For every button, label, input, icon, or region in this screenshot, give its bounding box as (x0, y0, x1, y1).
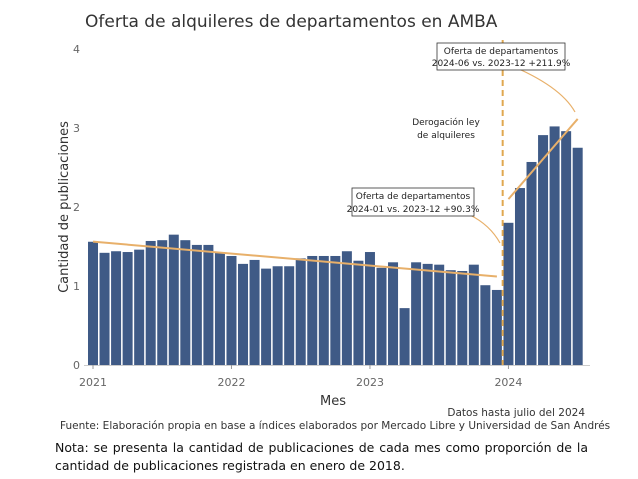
chart-title: Oferta de alquileres de departamentos en… (85, 12, 498, 32)
y-axis-label: Cantidad de publicaciones (57, 121, 72, 293)
bar (503, 222, 514, 365)
bar (295, 258, 306, 365)
x-tick-label: 2021 (79, 376, 107, 389)
bar (180, 240, 191, 365)
bar (134, 249, 145, 365)
note: Nota: se presenta la cantidad de publica… (55, 440, 588, 473)
bar (145, 240, 156, 365)
bar (330, 255, 341, 365)
annotation: Oferta de departamentos (356, 192, 471, 202)
bar (572, 147, 583, 365)
annotation: de alquileres (417, 131, 475, 141)
bar (514, 188, 525, 365)
bar (214, 252, 225, 365)
bar (468, 264, 479, 365)
data-note: Datos hasta julio del 2024 (447, 407, 585, 419)
annotation: Derogación ley (412, 117, 480, 128)
bar (249, 259, 260, 365)
annotation-box (351, 187, 475, 217)
bar (168, 234, 179, 365)
annotation: Oferta de departamentos (444, 47, 559, 57)
bar (157, 240, 168, 365)
bar (238, 263, 249, 365)
y-tick-label: 0 (73, 359, 80, 372)
annotation-box (436, 42, 566, 71)
bar (203, 244, 214, 365)
x-tick-label: 2023 (356, 376, 384, 389)
bar (480, 285, 491, 365)
y-tick-label: 1 (73, 280, 80, 293)
bar (388, 262, 399, 365)
bar (88, 241, 98, 365)
bar (399, 308, 410, 365)
x-axis-label: Mes (320, 394, 346, 409)
bar (364, 252, 375, 365)
source: Fuente: Elaboración propia en base a índ… (60, 420, 610, 432)
bar (272, 266, 283, 365)
bar (284, 266, 295, 365)
bar (226, 255, 237, 365)
x-tick-label: 2024 (494, 376, 522, 389)
bar (434, 264, 445, 365)
bar (376, 267, 387, 365)
bar (261, 268, 272, 365)
bar (549, 126, 560, 365)
trend-line (507, 118, 579, 200)
bar (457, 270, 468, 365)
annotation: 2024-01 vs. 2023-12 +90.3% (347, 205, 480, 215)
bar (422, 263, 433, 365)
chart: Oferta de alquileres de departamentos en… (57, 12, 610, 432)
bar (307, 255, 318, 365)
bar (538, 135, 549, 365)
annotation: 2024-06 vs. 2023-12 +211.9% (432, 59, 571, 69)
arrow (469, 214, 501, 244)
bar (561, 131, 572, 365)
bar (491, 289, 502, 365)
bar (111, 251, 122, 365)
bar (445, 270, 456, 365)
x-tick-label: 2022 (217, 376, 245, 389)
bar (122, 252, 133, 365)
trend-line (92, 240, 497, 278)
bar (318, 255, 329, 365)
bar (526, 161, 537, 365)
bar (411, 262, 422, 365)
bar (191, 244, 202, 365)
bar (341, 251, 352, 365)
y-tick-label: 3 (73, 122, 80, 135)
bar (353, 260, 364, 365)
y-tick-label: 2 (73, 201, 80, 214)
y-tick-label: 4 (73, 43, 80, 56)
bar (99, 252, 110, 365)
